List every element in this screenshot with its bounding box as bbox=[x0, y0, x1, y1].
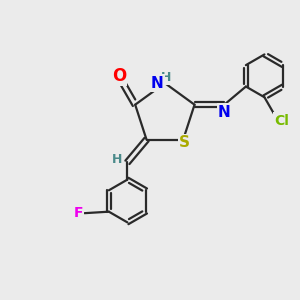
Text: H: H bbox=[161, 71, 172, 84]
Text: S: S bbox=[179, 135, 190, 150]
Text: N: N bbox=[151, 76, 164, 91]
Text: Cl: Cl bbox=[274, 114, 289, 128]
Text: H: H bbox=[112, 153, 122, 166]
Text: N: N bbox=[218, 105, 231, 120]
Text: O: O bbox=[112, 67, 126, 85]
Text: F: F bbox=[74, 206, 83, 220]
